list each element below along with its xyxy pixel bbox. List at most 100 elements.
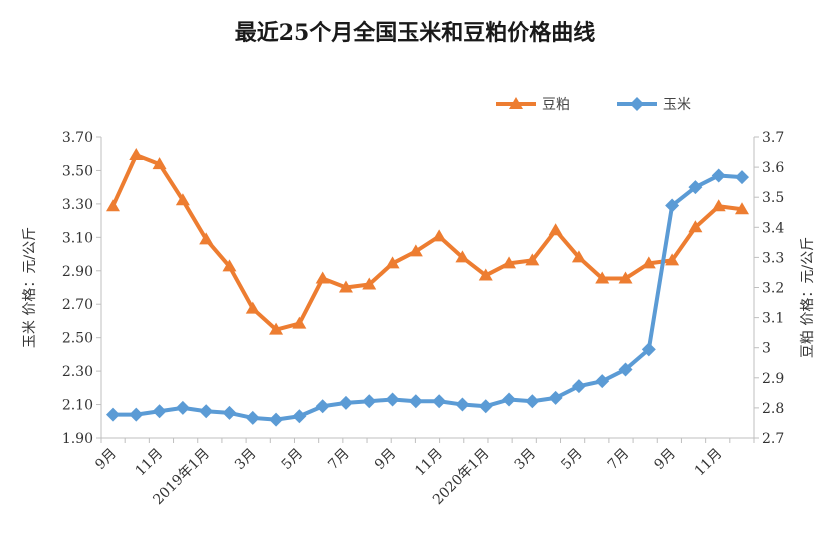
data-point-soymeal — [478, 268, 493, 281]
data-point-soymeal — [525, 253, 540, 266]
data-point-soymeal — [688, 220, 703, 233]
data-point-soymeal — [129, 148, 144, 161]
data-point-soymeal — [269, 322, 284, 335]
x-tick-label: 9月 — [651, 446, 679, 474]
data-point-corn — [595, 374, 610, 389]
x-tick-label: 7月 — [605, 446, 633, 474]
data-point-corn — [362, 394, 377, 409]
data-point-corn — [478, 399, 493, 414]
data-point-soymeal — [455, 250, 470, 263]
y-left-tick-label: 3.70 — [62, 130, 93, 146]
series-layer — [106, 148, 749, 427]
y-left-tick-label: 2.50 — [62, 331, 93, 347]
data-point-soymeal — [175, 193, 190, 206]
data-point-corn — [385, 392, 400, 407]
y-left-tick-label: 1.90 — [62, 431, 93, 447]
y-right-tick-label: 3.1 — [762, 311, 784, 327]
y-right-tick-label: 2.9 — [762, 371, 784, 387]
series-line-corn — [113, 173, 743, 422]
data-point-soymeal — [595, 271, 610, 284]
y-right-tick-label: 2.8 — [762, 401, 784, 417]
data-point-corn — [735, 170, 749, 185]
x-tick-label: 3月 — [232, 446, 260, 474]
y-right-tick-label: 3.7 — [762, 130, 784, 146]
data-point-soymeal — [245, 301, 260, 314]
data-point-corn — [525, 394, 540, 409]
data-point-soymeal — [362, 277, 377, 290]
y-left-tick-label: 2.90 — [62, 264, 93, 280]
x-tick-label: 11月 — [412, 446, 446, 480]
series-line-soymeal — [111, 153, 743, 332]
x-tick-label: 11月 — [692, 446, 726, 480]
y-right-tick-label: 3.3 — [762, 250, 784, 266]
legend-label-soymeal: 豆粕 — [542, 97, 570, 113]
data-point-corn — [292, 409, 307, 424]
data-point-soymeal — [571, 250, 586, 263]
y-left-tick-label: 3.30 — [62, 197, 93, 213]
y-right-tick-label: 3.4 — [762, 220, 784, 236]
y-right-tick-label: 3.5 — [762, 190, 784, 206]
y-left-tick-label: 2.30 — [62, 364, 93, 380]
x-tick-label: 9月 — [92, 446, 120, 474]
data-point-soymeal — [222, 259, 237, 272]
data-point-corn — [222, 405, 237, 420]
y-right-axis-title: 豆粕 价格：元/公斤 — [800, 237, 816, 358]
legend-label-corn: 玉米 — [663, 97, 691, 113]
data-point-corn — [129, 407, 144, 422]
data-point-soymeal — [665, 253, 680, 266]
data-point-corn — [711, 168, 726, 183]
data-point-soymeal — [292, 316, 307, 329]
y-right-tick-label: 3 — [762, 341, 771, 357]
legend-marker-soymeal — [509, 97, 523, 109]
data-point-soymeal — [548, 223, 563, 236]
data-point-corn — [641, 342, 656, 357]
y-right-tick-label: 2.7 — [762, 431, 784, 447]
data-point-corn — [432, 394, 447, 409]
x-tick-label: 5月 — [558, 446, 586, 474]
y-right-tick-label: 3.2 — [762, 281, 784, 297]
data-point-soymeal — [199, 232, 214, 245]
data-point-corn — [571, 379, 586, 394]
data-point-corn — [338, 395, 353, 410]
data-point-corn — [408, 394, 423, 409]
x-tick-label: 7月 — [325, 446, 353, 474]
data-point-soymeal — [641, 256, 656, 269]
x-tick-label: 3月 — [512, 446, 540, 474]
data-point-corn — [175, 400, 190, 415]
data-point-corn — [455, 397, 470, 412]
y-right-tick-label: 3.6 — [762, 160, 784, 176]
legend-marker-corn — [630, 97, 644, 111]
data-point-corn — [106, 407, 120, 422]
data-point-soymeal — [502, 256, 517, 269]
data-point-corn — [502, 392, 517, 407]
y-left-tick-label: 2.70 — [62, 297, 93, 313]
y-left-tick-label: 3.10 — [62, 230, 93, 246]
y-left-tick-label: 3.50 — [62, 163, 93, 179]
legend: 豆粕 玉米 — [496, 97, 691, 113]
x-tick-label: 5月 — [279, 446, 307, 474]
data-point-soymeal — [152, 157, 167, 170]
data-point-soymeal — [618, 271, 633, 284]
y-left-tick-label: 2.10 — [62, 398, 93, 414]
data-point-soymeal — [106, 199, 120, 212]
data-point-corn — [199, 404, 214, 419]
data-point-soymeal — [432, 229, 447, 242]
data-point-soymeal — [338, 280, 353, 293]
data-point-soymeal — [408, 244, 423, 257]
data-point-corn — [245, 410, 260, 425]
data-point-corn — [688, 180, 703, 195]
data-point-corn — [618, 362, 633, 377]
data-point-corn — [269, 412, 284, 427]
data-point-corn — [315, 399, 330, 414]
chart-title: 最近25个月全国玉米和豆粕价格曲线 — [235, 20, 596, 46]
data-point-corn — [548, 390, 563, 405]
x-tick-label: 11月 — [133, 446, 167, 480]
y-left-axis-title: 玉米 价格：元/公斤 — [22, 227, 38, 348]
data-point-soymeal — [385, 256, 400, 269]
data-point-soymeal — [711, 199, 726, 212]
x-tick-label: 9月 — [372, 446, 400, 474]
data-point-soymeal — [315, 271, 330, 284]
data-point-corn — [665, 198, 680, 213]
data-point-corn — [152, 404, 167, 419]
